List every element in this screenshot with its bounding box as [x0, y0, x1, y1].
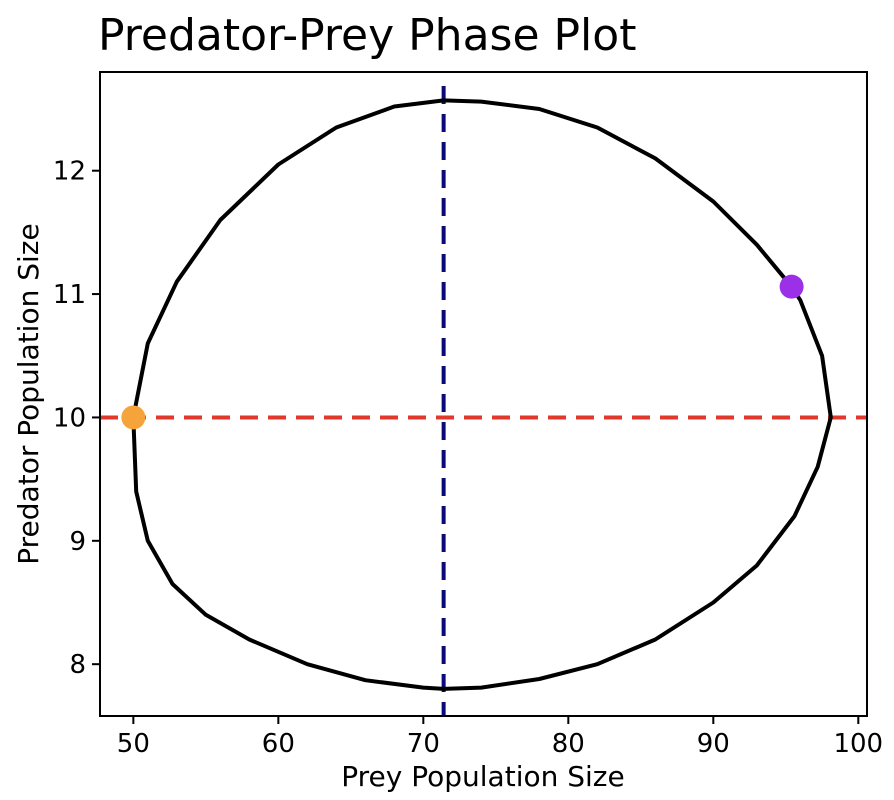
y-tick-label: 8	[69, 650, 86, 680]
axis-ticks: 50 60 70 80 90 100 8 9 10 11 12	[53, 157, 883, 759]
y-tick-label: 10	[53, 403, 86, 433]
start-point-marker	[121, 405, 146, 430]
end-point-marker	[779, 274, 804, 299]
y-tick-label: 9	[69, 527, 86, 557]
y-axis-label: Predator Population Size	[12, 223, 45, 564]
y-tick-label: 12	[53, 157, 86, 187]
y-tick-label: 11	[53, 280, 86, 310]
x-axis-label: Prey Population Size	[341, 760, 624, 793]
x-tick-label: 50	[117, 729, 150, 759]
plot-frame	[99, 71, 868, 717]
x-tick-label: 60	[262, 729, 295, 759]
x-tick-label: 70	[407, 729, 440, 759]
x-tick-label: 100	[833, 729, 883, 759]
phase-trajectory-line	[131, 98, 833, 691]
chart-title: Predator-Prey Phase Plot	[98, 10, 636, 61]
x-tick-label: 80	[552, 729, 585, 759]
x-tick-label: 90	[697, 729, 730, 759]
plot-area	[100, 86, 867, 716]
